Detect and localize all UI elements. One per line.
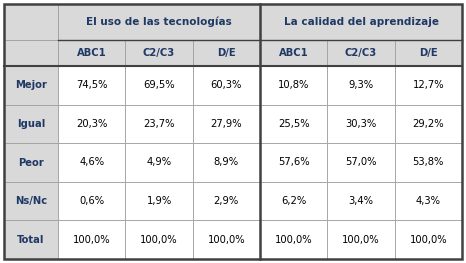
Bar (4, 143, 58, 182)
Bar (4, 105, 58, 143)
Bar (192, 105, 260, 143)
Bar (260, 4, 462, 40)
Text: C2/C3: C2/C3 (345, 48, 377, 58)
Text: 29,2%: 29,2% (412, 119, 444, 129)
Bar (260, 40, 327, 66)
Text: El uso de las tecnologías: El uso de las tecnologías (86, 17, 232, 27)
Bar (4, 66, 58, 105)
Text: 100,0%: 100,0% (207, 235, 245, 245)
Bar (395, 182, 462, 220)
Text: 9,3%: 9,3% (349, 80, 374, 90)
Bar (327, 40, 395, 66)
Bar (58, 40, 125, 66)
Text: 12,7%: 12,7% (412, 80, 444, 90)
Text: 100,0%: 100,0% (275, 235, 313, 245)
Text: 23,7%: 23,7% (143, 119, 175, 129)
Text: 100,0%: 100,0% (73, 235, 110, 245)
Bar (192, 143, 260, 182)
Text: 2,9%: 2,9% (214, 196, 239, 206)
Bar (260, 182, 327, 220)
Bar (125, 66, 192, 105)
Text: C2/C3: C2/C3 (143, 48, 175, 58)
Text: Total: Total (17, 235, 45, 245)
Bar (125, 105, 192, 143)
Bar (192, 66, 260, 105)
Text: 100,0%: 100,0% (140, 235, 178, 245)
Text: Igual: Igual (17, 119, 45, 129)
Bar (395, 66, 462, 105)
Text: 30,3%: 30,3% (345, 119, 377, 129)
Text: 100,0%: 100,0% (410, 235, 447, 245)
Bar (58, 4, 260, 40)
Bar (192, 40, 260, 66)
Bar (58, 220, 125, 259)
Bar (192, 182, 260, 220)
Text: 6,2%: 6,2% (281, 196, 306, 206)
Bar (327, 143, 395, 182)
Bar (327, 105, 395, 143)
Text: 4,9%: 4,9% (146, 158, 171, 168)
Bar (125, 143, 192, 182)
Bar (260, 105, 327, 143)
Text: 0,6%: 0,6% (79, 196, 104, 206)
Text: ABC1: ABC1 (77, 48, 107, 58)
Text: D/E: D/E (419, 48, 438, 58)
Text: 74,5%: 74,5% (76, 80, 108, 90)
Text: 100,0%: 100,0% (342, 235, 380, 245)
Bar (4, 220, 58, 259)
Bar (395, 143, 462, 182)
Text: 69,5%: 69,5% (143, 80, 175, 90)
Bar (327, 220, 395, 259)
Bar (125, 40, 192, 66)
Text: 4,6%: 4,6% (79, 158, 104, 168)
Bar (395, 220, 462, 259)
Text: Peor: Peor (18, 158, 44, 168)
Bar (125, 182, 192, 220)
Text: 8,9%: 8,9% (214, 158, 239, 168)
Bar (395, 40, 462, 66)
Text: ABC1: ABC1 (279, 48, 308, 58)
Bar (192, 220, 260, 259)
Text: Ns/Nc: Ns/Nc (15, 196, 47, 206)
Bar (58, 182, 125, 220)
Bar (327, 66, 395, 105)
Text: D/E: D/E (217, 48, 236, 58)
Text: 25,5%: 25,5% (278, 119, 309, 129)
Text: 1,9%: 1,9% (146, 196, 171, 206)
Bar (58, 143, 125, 182)
Bar (58, 66, 125, 105)
Text: 20,3%: 20,3% (76, 119, 107, 129)
Bar (125, 220, 192, 259)
Text: 60,3%: 60,3% (211, 80, 242, 90)
Bar (4, 4, 58, 40)
Bar (4, 182, 58, 220)
Text: Mejor: Mejor (15, 80, 47, 90)
Text: La calidad del aprendizaje: La calidad del aprendizaje (283, 17, 439, 27)
Text: 4,3%: 4,3% (416, 196, 441, 206)
Text: 57,0%: 57,0% (345, 158, 377, 168)
Bar (395, 105, 462, 143)
Bar (260, 66, 327, 105)
Bar (260, 143, 327, 182)
Bar (327, 182, 395, 220)
Text: 27,9%: 27,9% (211, 119, 242, 129)
Text: 57,6%: 57,6% (278, 158, 309, 168)
Bar (58, 105, 125, 143)
Bar (4, 40, 58, 66)
Text: 3,4%: 3,4% (349, 196, 374, 206)
Bar (260, 220, 327, 259)
Text: 53,8%: 53,8% (413, 158, 444, 168)
Text: 10,8%: 10,8% (278, 80, 309, 90)
